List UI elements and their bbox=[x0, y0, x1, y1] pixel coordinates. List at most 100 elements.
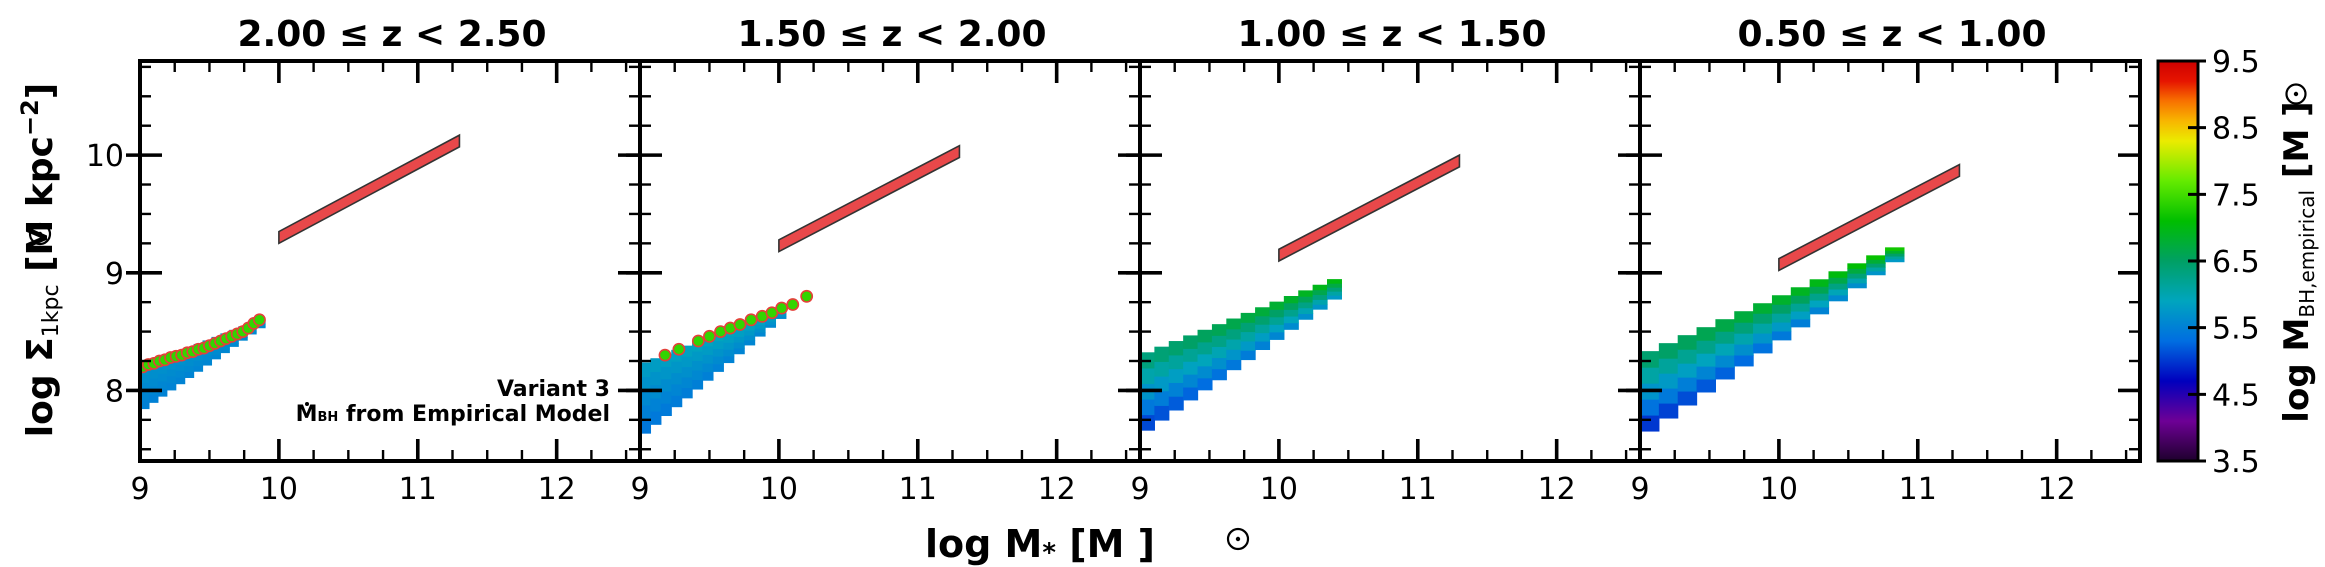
density-cell bbox=[1226, 318, 1242, 330]
density-cell bbox=[1771, 330, 1792, 341]
density-cell bbox=[1240, 331, 1256, 342]
variant-annotation: Variant 3 MBH from Empirical Model bbox=[296, 377, 610, 427]
density-cell bbox=[1640, 414, 1660, 432]
density-cell bbox=[754, 332, 766, 337]
density-cell bbox=[1866, 266, 1886, 272]
colorbar-tick-label: 4.5 bbox=[2212, 378, 2260, 413]
density-cell bbox=[1658, 358, 1679, 374]
density-cell bbox=[1183, 386, 1199, 401]
density-cell bbox=[1168, 396, 1184, 411]
density-cell bbox=[1240, 350, 1256, 361]
density-cell bbox=[723, 335, 735, 343]
density-cell bbox=[1327, 283, 1342, 288]
x-label-sun-symbol bbox=[1226, 527, 1250, 551]
density-cell bbox=[640, 362, 652, 378]
density-cell bbox=[702, 354, 714, 364]
density-cell bbox=[220, 344, 230, 350]
density-cell bbox=[692, 360, 704, 371]
colorbar-sun-symbol bbox=[2285, 83, 2307, 105]
panel-4: 9 10 11 12 0.50 ≤ z < 1.00 bbox=[1626, 14, 2142, 507]
colorbar-tick-label: 7.5 bbox=[2212, 178, 2260, 213]
density-cell bbox=[140, 382, 150, 392]
density-cell bbox=[1640, 351, 1660, 368]
density-cell bbox=[1240, 340, 1256, 351]
density-cell bbox=[1168, 382, 1184, 397]
density-cell bbox=[148, 377, 159, 387]
density-cell bbox=[184, 365, 195, 373]
density-cell bbox=[1312, 284, 1328, 291]
density-cell bbox=[1885, 255, 1905, 260]
observed-relation-band bbox=[1278, 153, 1461, 263]
density-cell bbox=[1677, 390, 1698, 406]
panel-2: 9 10 11 12 1.50 ≤ z < 2.00 bbox=[626, 14, 1142, 507]
density-cell bbox=[1168, 341, 1184, 356]
density-cell bbox=[1734, 322, 1754, 334]
density-cell bbox=[1327, 295, 1342, 300]
density-cell bbox=[166, 375, 177, 384]
density-cell bbox=[1696, 353, 1716, 367]
density-cell bbox=[148, 369, 159, 379]
density-cell bbox=[1658, 388, 1679, 404]
density-cell bbox=[1269, 324, 1285, 333]
density-cell bbox=[1327, 291, 1342, 296]
density-cell bbox=[157, 388, 168, 397]
density-cell bbox=[1283, 309, 1299, 317]
y-tick-label: 10 bbox=[86, 139, 124, 174]
density-cell bbox=[1226, 359, 1242, 371]
density-cell bbox=[1312, 304, 1328, 310]
density-cell bbox=[702, 371, 714, 381]
density-cell bbox=[1226, 349, 1242, 360]
density-cell bbox=[1715, 366, 1735, 380]
density-cell bbox=[1847, 282, 1867, 289]
panel-title: 2.00 ≤ z < 2.50 bbox=[237, 14, 546, 55]
density-cell bbox=[1312, 299, 1328, 305]
density-cell bbox=[1753, 323, 1773, 334]
density-cell bbox=[1255, 324, 1271, 334]
density-cell bbox=[1658, 343, 1679, 359]
density-cell bbox=[775, 316, 787, 319]
density-cell bbox=[1211, 335, 1227, 347]
density-cell bbox=[1885, 253, 1905, 257]
density-cell bbox=[1197, 377, 1213, 391]
density-cell bbox=[1809, 286, 1830, 294]
density-cell bbox=[193, 360, 204, 367]
density-cell bbox=[723, 342, 735, 350]
density-cell bbox=[640, 404, 652, 420]
x-tick-label: 10 bbox=[260, 472, 298, 507]
x-tick-label: 9 bbox=[1630, 472, 1649, 507]
density-cell bbox=[211, 354, 221, 360]
density-cell bbox=[1183, 361, 1199, 375]
density-cell bbox=[1211, 324, 1227, 336]
density-cell bbox=[166, 368, 177, 377]
density-cell bbox=[1197, 341, 1213, 355]
density-cell bbox=[1658, 402, 1679, 419]
density-cell bbox=[1298, 313, 1314, 320]
density-cell bbox=[1771, 304, 1792, 314]
density-cell bbox=[1283, 302, 1299, 310]
density-cell bbox=[702, 362, 714, 373]
density-cell bbox=[175, 364, 186, 372]
density-cell bbox=[184, 371, 195, 378]
density-cell bbox=[1283, 296, 1299, 304]
density-cell bbox=[1298, 307, 1314, 314]
density-cell bbox=[640, 390, 652, 406]
x-tick-label: 11 bbox=[1899, 472, 1937, 507]
density-cell bbox=[671, 361, 683, 374]
density-cell bbox=[723, 349, 735, 357]
x-tick-label: 12 bbox=[1538, 472, 1576, 507]
x-tick-label: 12 bbox=[1038, 472, 1076, 507]
density-cell bbox=[1809, 306, 1830, 315]
density-cell bbox=[1753, 303, 1773, 314]
density-cell bbox=[1715, 319, 1735, 332]
density-cell bbox=[1771, 321, 1792, 332]
density-cell bbox=[157, 373, 168, 382]
density-cell bbox=[1327, 279, 1342, 284]
density-cell bbox=[1640, 399, 1660, 416]
density-cell bbox=[166, 382, 177, 391]
density-cell bbox=[733, 330, 745, 337]
panel-1-plot bbox=[140, 133, 461, 410]
density-cell bbox=[1809, 279, 1830, 287]
density-cell bbox=[1715, 343, 1735, 356]
observed-relation-band bbox=[278, 133, 461, 245]
density-cell bbox=[744, 339, 756, 346]
